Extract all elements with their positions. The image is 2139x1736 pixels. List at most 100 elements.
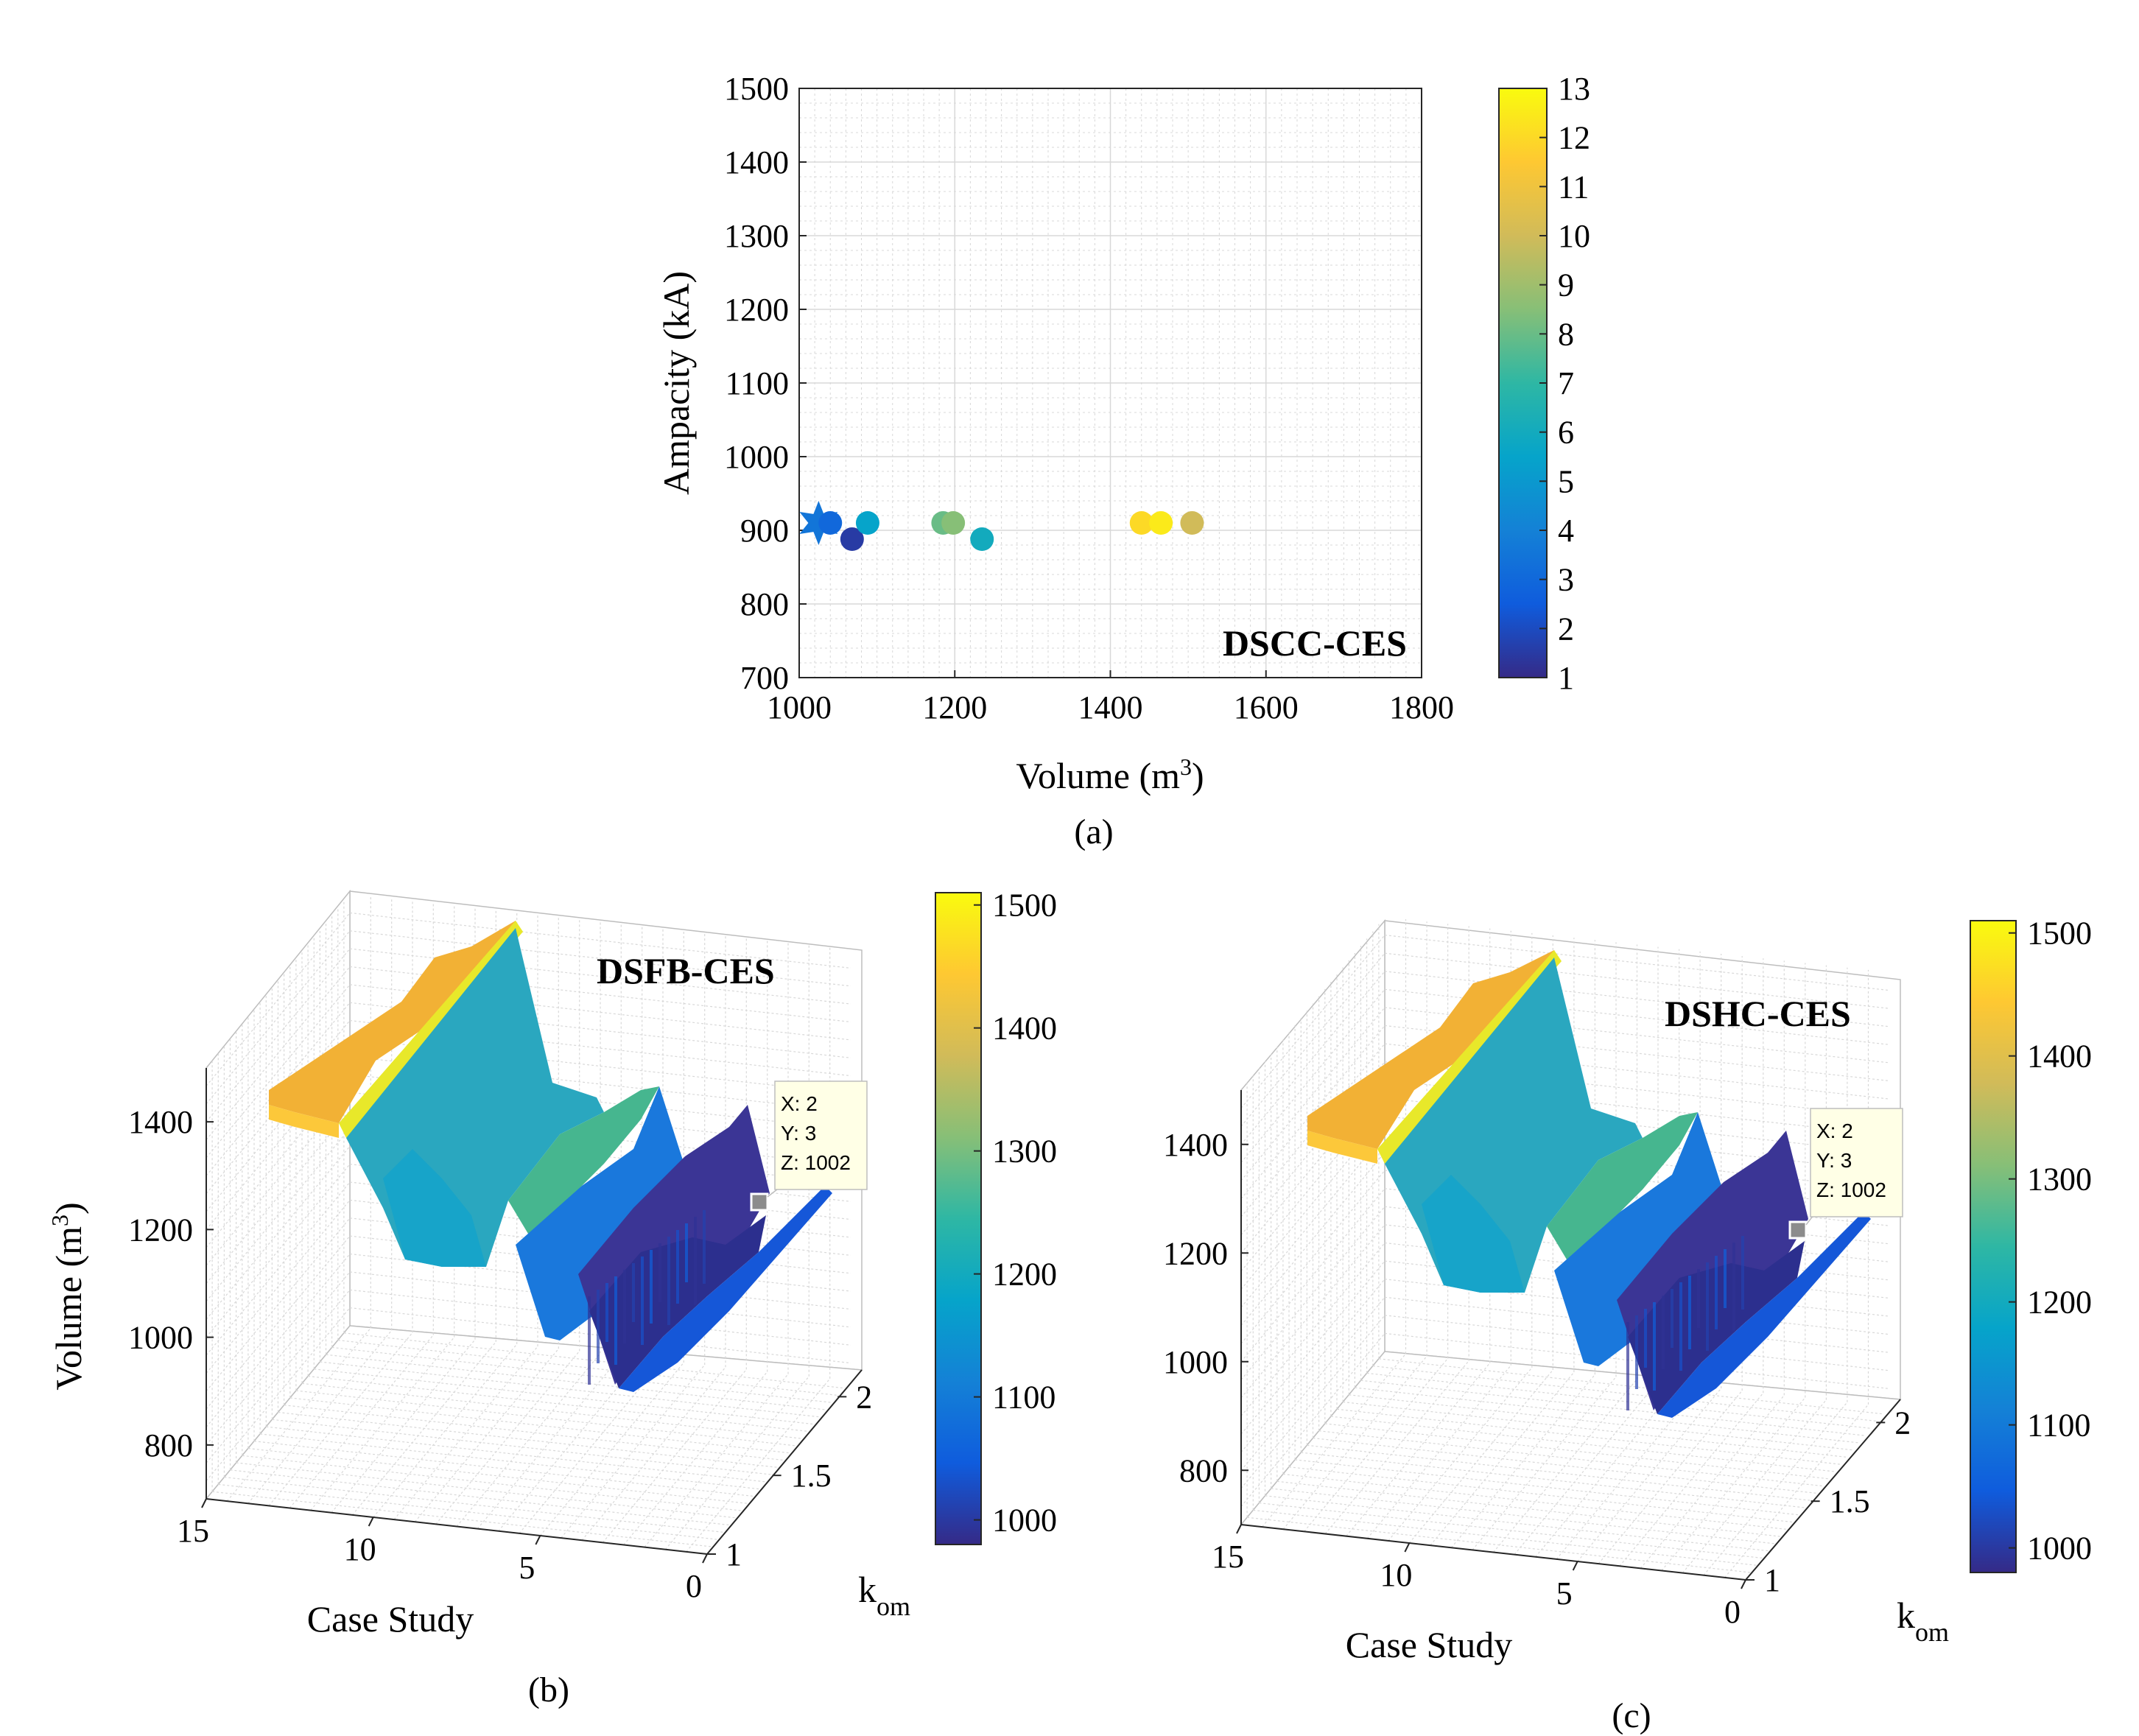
panel-a-ylabel: Ampacity (kA) — [656, 271, 697, 495]
panel-b-gridline — [253, 1441, 756, 1497]
panel-c-xtick — [1572, 1561, 1578, 1571]
panel-b-gridline — [686, 1378, 831, 1553]
panel-c-x-axis — [1240, 1524, 1746, 1581]
panel-b-gridline — [644, 1374, 789, 1547]
panel-a-xtick-label: 1000 — [767, 689, 832, 725]
panel-a-scatter-point — [970, 527, 994, 551]
panel-c-surface — [1307, 950, 1871, 1418]
panel-a-scatter-point — [1149, 511, 1173, 535]
panel-c-surface-blue-edge — [1657, 1212, 1871, 1418]
panel-c-xtick — [1404, 1542, 1411, 1553]
panel-c-gridline — [1349, 1394, 1854, 1451]
panel-b-gridline — [561, 1364, 706, 1539]
panel-b-surface-blue-edge — [619, 1186, 832, 1392]
panel-c-gridline — [1682, 1399, 1827, 1573]
panel-b-datatip-y: Y: 3 — [781, 1122, 816, 1145]
panel-a-caption: (a) — [1074, 812, 1113, 851]
panel-b-gridline — [331, 1339, 476, 1514]
panel-c-colorbar-ticks: 1000 1100 1200 1300 1400 1500 — [2009, 916, 2092, 1567]
panel-a-colorbar-tick-label: 4 — [1558, 513, 1574, 549]
panel-b-gridline — [206, 966, 351, 1140]
panel-c-ytick-label: 1.5 — [1830, 1483, 1870, 1519]
panel-b-gridline — [349, 948, 851, 1005]
panel-b-xtick — [702, 1553, 708, 1564]
panel-a-colorbar-tick-label: 11 — [1558, 169, 1589, 205]
panel-a-ytick-label: 700 — [740, 660, 789, 696]
panel-c-gridline — [1640, 1395, 1785, 1569]
panel-b-gridline — [498, 1357, 643, 1532]
panel-c-gridline — [1282, 1473, 1788, 1531]
panel-a-xtick-label: 1200 — [922, 689, 987, 725]
panel-c-datatip[interactable]: X: 2 Y: 3 Z: 1002 — [1788, 1108, 1903, 1240]
panel-b-xlabel: Case Study — [307, 1598, 474, 1640]
panel-c-colorbar-tick-label: 1100 — [2027, 1408, 2090, 1444]
panel-b-gridline — [310, 1337, 455, 1511]
panel-c-y-axis — [1745, 1399, 1901, 1581]
panel-b-surface-blue-wall — [516, 1086, 689, 1340]
panel-c-gridline — [1313, 1437, 1818, 1494]
panel-c-colorbar-tick-label: 1300 — [2027, 1162, 2092, 1198]
panel-a-colorbar-tick-label: 1 — [1558, 660, 1574, 696]
panel-b-datatip-z: Z: 1002 — [781, 1151, 851, 1174]
panel-c-gridline — [1240, 1224, 1385, 1399]
panel-c-gridline — [1724, 1404, 1869, 1578]
panel-c-gridline — [1360, 1380, 1866, 1436]
panel-b-gridline — [206, 930, 351, 1105]
panel-b-datatip[interactable]: X: 2 Y: 3 Z: 1002 — [750, 1080, 868, 1212]
panel-c-surface-orange-block — [1307, 950, 1558, 1149]
panel-c-datatip-z: Z: 1002 — [1816, 1178, 1886, 1201]
panel-c-gridline — [1346, 1363, 1491, 1536]
panel-c-ztick-label: 1200 — [1163, 1235, 1228, 1271]
panel-c-gridline — [1262, 1353, 1406, 1528]
panel-b-gridline — [414, 1348, 559, 1522]
panel-c-gridline — [1240, 935, 1385, 1108]
panel-b-colorbar-tick-label: 1400 — [992, 1011, 1057, 1047]
panel-a-colorbar-tick-label: 6 — [1558, 415, 1574, 451]
panel-a-colorbar — [1498, 88, 1548, 678]
panel-b-datatip-box — [774, 1080, 868, 1190]
panel-b-colorbar-tick-label: 1100 — [992, 1380, 1056, 1416]
panel-b-datatip-marker — [750, 1192, 769, 1212]
panel-b-gridline — [664, 1376, 809, 1550]
panel-b-surface-yellow-ridge — [339, 921, 523, 1138]
panel-b-ztick-label: 1000 — [128, 1320, 193, 1356]
panel-c-gridline — [1324, 1423, 1830, 1480]
panel-b-gridline — [206, 913, 351, 1086]
panel-b-colorbar-ticks: 1000 1100 1200 1300 1400 1500 — [974, 888, 1057, 1539]
panel-c-datatip-box — [1810, 1108, 1903, 1217]
panel-c-gridline — [1384, 952, 1890, 1009]
panel-a-scatter-point — [941, 511, 966, 535]
panel-c-gridline — [1276, 1480, 1782, 1537]
panel-a-colorbar-tick-label: 12 — [1558, 120, 1590, 156]
panel-b-colorbar-tick-label: 1200 — [992, 1257, 1057, 1293]
panel-c-gridline — [1372, 1366, 1878, 1422]
panel-c-gridline — [1282, 1355, 1427, 1530]
panel-b-datatip-leader — [767, 1189, 778, 1198]
panel-a-colorbar-tick-label: 10 — [1558, 218, 1590, 254]
panel-c-xtick-label: 10 — [1380, 1557, 1412, 1593]
panel-b-gridline — [326, 1354, 827, 1410]
panel-c-colorbar — [1970, 920, 2017, 1573]
panel-c-surface-blue-wall — [1554, 1112, 1727, 1366]
panel-c-gridline — [1318, 1430, 1824, 1487]
panel-b-xtick — [535, 1535, 541, 1545]
panel-a-ytick-label: 1000 — [724, 439, 789, 475]
panel-b-gridline — [236, 1462, 737, 1519]
panel-b-xtick-label: 0 — [686, 1568, 702, 1604]
panel-c-xtick — [1741, 1579, 1746, 1589]
panel-a-ticks: 1000 1200 1400 1600 1800 700 800 900 1000 1100 120… — [724, 71, 1454, 725]
panel-c-gridline — [1661, 1397, 1806, 1571]
panel-b-ytick-label: 2 — [856, 1379, 872, 1415]
panel-b-gridline — [206, 1110, 351, 1284]
panel-a-scatter-point — [840, 527, 864, 551]
panel-c-gridline — [1240, 1007, 1385, 1181]
panel-a-ytick-label: 900 — [740, 513, 789, 549]
panel-c-gridline — [1343, 1401, 1848, 1458]
panel-c-gridline — [1240, 952, 1385, 1127]
panel-c-colorbar-tick-label: 1400 — [2027, 1039, 2092, 1075]
panel-a-xtick-label: 1400 — [1078, 689, 1143, 725]
panel-b-colorbar-tick-label: 1000 — [992, 1503, 1057, 1539]
panel-c-datatip-y: Y: 3 — [1816, 1149, 1852, 1172]
